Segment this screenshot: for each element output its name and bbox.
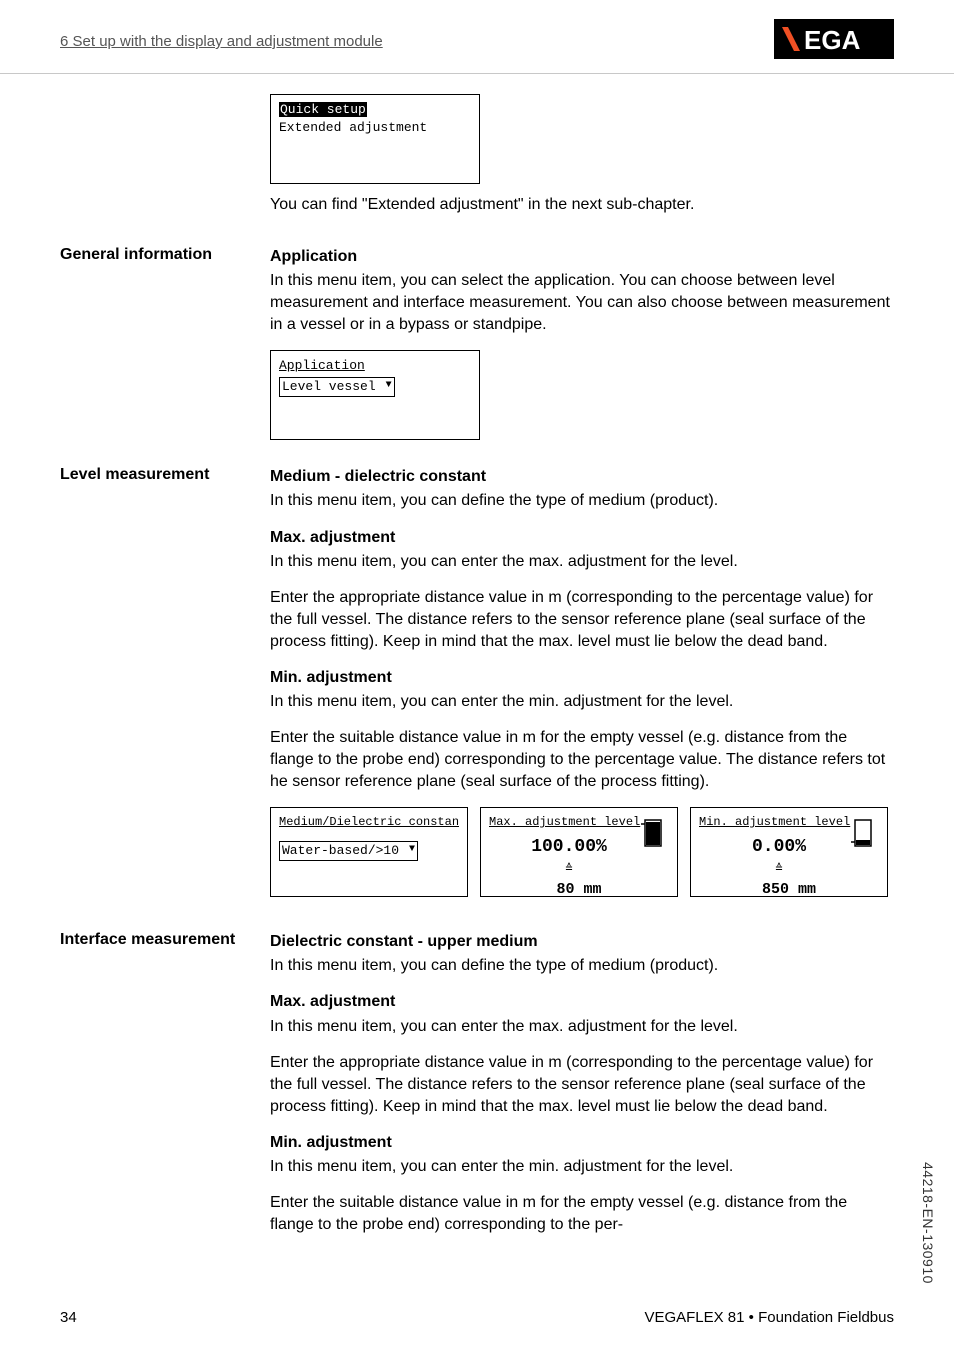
lcd-application: Application Level vessel [270,350,480,440]
para-max-adj-2b: Enter the appropriate distance value in … [270,1052,894,1118]
para-min-adj-1b: Enter the suitable distance value in m f… [270,727,894,793]
lcd-quick-setup: Quick setup Extended adjustment [270,94,480,184]
para-medium-dielectric: In this menu item, you can define the ty… [270,490,894,512]
para-dielectric-upper: In this menu item, you can define the ty… [270,955,894,977]
lcd-value-max-mm: 80 mm [489,880,669,898]
para-max-adj-1b: Enter the appropriate distance value in … [270,587,894,653]
section-label-level: Level measurement [60,466,270,915]
heading-application: Application [270,246,894,268]
lcd-line-quick-setup: Quick setup [279,102,367,117]
product-name: VEGAFLEX 81 • Foundation Fieldbus [644,1309,894,1326]
lcd-title-medium: Medium/Dielectric constant [279,814,459,831]
lcd-select-water-based: Water-based/>10 [279,841,418,861]
lcd-min-adjustment: Min. adjustment level 0.00% ≙ 850 mm 726… [690,807,888,897]
heading-max-adj-2: Max. adjustment [270,991,894,1013]
para-min-adj-2b: Enter the suitable distance value in m f… [270,1192,894,1236]
heading-medium-dielectric: Medium - dielectric constant [270,466,894,488]
heading-max-adj-1: Max. adjustment [270,527,894,549]
para-max-adj-1a: In this menu item, you can enter the max… [270,551,894,573]
document-id: 44218-EN-130910 [920,1162,936,1284]
tank-full-icon [641,818,665,850]
lcd-value-min-mm: 850 mm [699,880,879,898]
page-number: 34 [60,1309,77,1326]
heading-min-adj-2: Min. adjustment [270,1132,894,1154]
section-label-interface: Interface measurement [60,931,270,1250]
logo: EGA [774,19,894,64]
svg-text:EGA: EGA [804,25,861,55]
equals-icon: ≙ [775,862,782,876]
tank-empty-icon [851,818,875,850]
heading-min-adj-1: Min. adjustment [270,667,894,689]
lcd-max-adjustment: Max. adjustment level 100.00% ≙ 80 mm F0… [480,807,678,897]
breadcrumb: 6 Set up with the display and adjustment… [60,33,383,50]
lcd-select-level-vessel: Level vessel [279,377,395,397]
section-label-general: General information [60,246,270,450]
lcd-line-extended: Extended adjustment [279,119,471,137]
lcd-title-application: Application [279,357,471,375]
para-min-adj-2a: In this menu item, you can enter the min… [270,1156,894,1178]
para-max-adj-2a: In this menu item, you can enter the max… [270,1016,894,1038]
intro-text: You can find "Extended adjustment" in th… [270,194,894,216]
equals-icon: ≙ [565,862,572,876]
heading-dielectric-upper: Dielectric constant - upper medium [270,931,894,953]
para-application: In this menu item, you can select the ap… [270,270,894,336]
lcd-medium-dielectric: Medium/Dielectric constant Water-based/>… [270,807,468,897]
para-min-adj-1a: In this menu item, you can enter the min… [270,691,894,713]
